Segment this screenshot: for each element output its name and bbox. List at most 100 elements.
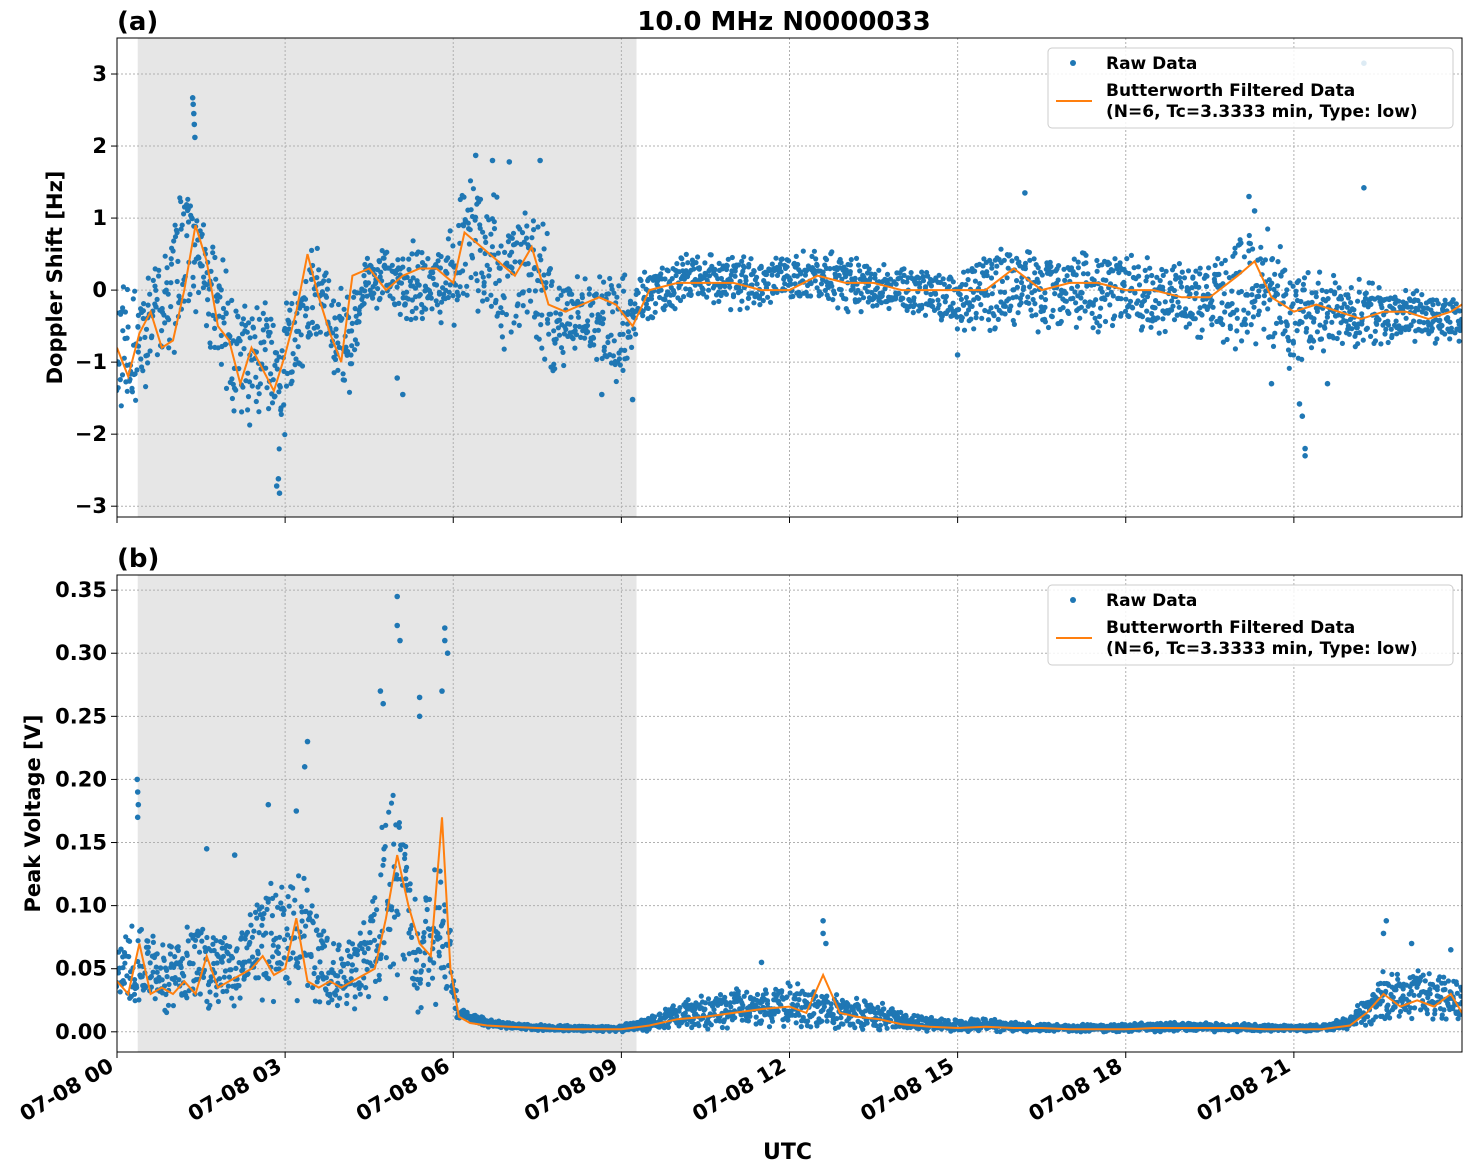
raw-data-point bbox=[542, 356, 548, 362]
raw-data-point bbox=[517, 226, 523, 232]
raw-data-point bbox=[1224, 336, 1230, 343]
raw-data-point bbox=[334, 1002, 341, 1009]
raw-data-point bbox=[144, 352, 151, 358]
raw-data-point bbox=[117, 983, 120, 990]
raw-data-point bbox=[1148, 324, 1154, 330]
raw-data-point bbox=[751, 268, 757, 274]
raw-data-point bbox=[1102, 296, 1108, 302]
raw-data-point bbox=[1032, 288, 1038, 294]
raw-data-point bbox=[498, 323, 504, 329]
raw-data-point bbox=[653, 301, 659, 307]
raw-data-point bbox=[1269, 280, 1275, 286]
raw-data-point bbox=[295, 964, 301, 971]
raw-data-point bbox=[165, 1002, 172, 1008]
raw-data-point bbox=[166, 317, 172, 323]
raw-data-point bbox=[364, 255, 370, 261]
raw-data-point bbox=[1060, 305, 1066, 311]
raw-data-point bbox=[326, 278, 332, 284]
raw-data-point bbox=[830, 297, 836, 303]
raw-data-point bbox=[178, 226, 184, 232]
raw-data-point bbox=[383, 995, 389, 1002]
raw-data-point bbox=[276, 354, 282, 360]
raw-data-point bbox=[745, 1018, 752, 1024]
raw-data-point bbox=[1080, 271, 1087, 277]
raw-data-point bbox=[1061, 266, 1067, 272]
raw-data-point bbox=[724, 263, 730, 269]
raw-data-point bbox=[175, 258, 181, 264]
raw-data-point bbox=[674, 261, 680, 267]
raw-data-point bbox=[922, 312, 929, 318]
raw-data-point bbox=[1001, 257, 1007, 263]
raw-data-point bbox=[150, 277, 156, 283]
raw-data-point bbox=[1270, 343, 1277, 349]
raw-data-point bbox=[374, 305, 380, 311]
raw-data-point bbox=[246, 320, 252, 326]
raw-data-point bbox=[591, 342, 597, 348]
raw-data-point bbox=[1428, 328, 1435, 334]
raw-data-point bbox=[221, 320, 227, 326]
raw-data-point bbox=[374, 907, 380, 913]
y-tick-label: 3 bbox=[92, 62, 107, 86]
raw-data-point bbox=[268, 880, 274, 887]
raw-data-point bbox=[390, 961, 397, 967]
raw-data-point bbox=[1445, 315, 1451, 321]
raw-data-point bbox=[152, 283, 158, 289]
raw-data-point bbox=[1157, 278, 1163, 284]
raw-data-point bbox=[397, 847, 403, 853]
raw-data-point bbox=[123, 934, 129, 940]
raw-data-point bbox=[1072, 289, 1078, 295]
raw-data-point bbox=[1345, 295, 1351, 301]
raw-data-point bbox=[937, 279, 944, 286]
raw-data-point bbox=[322, 986, 329, 992]
raw-data-point bbox=[1167, 280, 1173, 286]
raw-data-point bbox=[391, 841, 397, 847]
raw-data-point bbox=[870, 303, 876, 309]
raw-data-point bbox=[1136, 273, 1142, 279]
raw-data-point bbox=[1232, 346, 1238, 352]
raw-data-point bbox=[190, 274, 196, 280]
raw-data-point bbox=[1301, 287, 1307, 293]
raw-data-point bbox=[766, 1024, 773, 1030]
raw-data-point bbox=[175, 947, 181, 954]
raw-data-point bbox=[749, 290, 755, 296]
raw-data-point bbox=[1245, 292, 1251, 298]
raw-data-point bbox=[254, 915, 260, 921]
raw-data-point bbox=[323, 975, 329, 981]
raw-data-point bbox=[183, 992, 189, 998]
raw-data-point bbox=[218, 332, 224, 339]
raw-data-point bbox=[729, 254, 735, 261]
raw-data-point bbox=[985, 292, 991, 298]
raw-data-point bbox=[481, 290, 487, 296]
raw-data-point bbox=[1408, 304, 1414, 310]
raw-data-point bbox=[409, 934, 415, 941]
raw-data-point bbox=[403, 876, 409, 882]
raw-data-point bbox=[700, 286, 706, 293]
raw-data-point bbox=[539, 312, 545, 318]
raw-data-point bbox=[466, 241, 472, 247]
raw-data-point bbox=[508, 329, 514, 335]
raw-data-point bbox=[509, 235, 515, 241]
raw-data-point bbox=[886, 305, 892, 312]
raw-data-point bbox=[314, 245, 320, 251]
raw-data-point bbox=[784, 994, 790, 1000]
raw-data-point bbox=[1385, 339, 1391, 346]
raw-data-point bbox=[1004, 275, 1010, 281]
raw-data-point bbox=[304, 887, 310, 893]
raw-data-point bbox=[353, 967, 359, 973]
raw-data-point bbox=[1249, 292, 1255, 298]
raw-data-point bbox=[352, 306, 358, 312]
raw-data-point bbox=[245, 407, 251, 413]
raw-data-point bbox=[1093, 297, 1099, 303]
raw-data-point bbox=[774, 272, 781, 278]
raw-data-point bbox=[1245, 310, 1251, 316]
raw-data-point bbox=[400, 952, 406, 958]
raw-data-point bbox=[310, 984, 316, 991]
raw-data-point bbox=[1176, 261, 1182, 267]
raw-data-point bbox=[171, 349, 177, 355]
raw-data-point bbox=[173, 980, 179, 986]
raw-data-point bbox=[715, 276, 721, 282]
raw-data-point bbox=[312, 292, 318, 298]
raw-data-point bbox=[1453, 301, 1459, 307]
raw-data-point bbox=[238, 351, 244, 357]
raw-data-point bbox=[798, 1024, 804, 1030]
